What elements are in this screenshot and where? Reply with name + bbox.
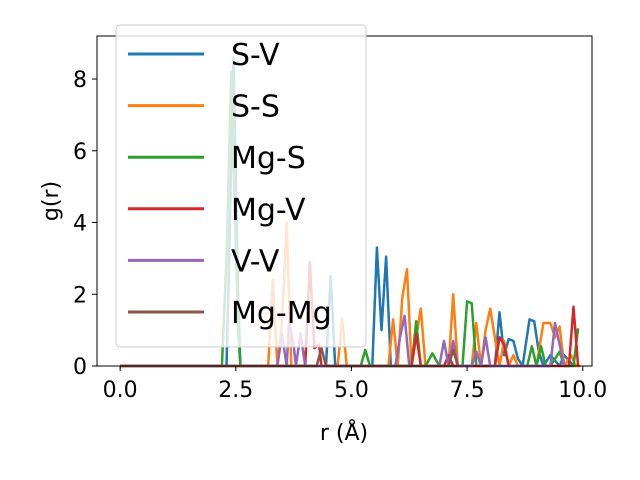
x-tick-label: 0.0 — [103, 378, 138, 403]
legend-label-s-v: S-V — [231, 38, 280, 73]
y-tick-label: 4 — [73, 212, 87, 237]
y-tick-label: 2 — [73, 283, 87, 308]
y-axis: 0 2 4 6 8 — [73, 68, 97, 380]
x-tick-label: 5.0 — [334, 378, 369, 403]
legend: S-V S-S Mg-S Mg-V V-V Mg-Mg — [115, 24, 367, 348]
y-tick-label: 0 — [73, 355, 87, 380]
x-tick-label: 7.5 — [450, 378, 485, 403]
legend-label-s-s: S-S — [231, 90, 280, 125]
x-tick-label: 2.5 — [218, 378, 253, 403]
legend-label-mg-mg: Mg-Mg — [231, 296, 332, 331]
legend-label-v-v: V-V — [231, 244, 280, 279]
y-tick-label: 6 — [73, 140, 87, 165]
y-axis-label: g(r) — [39, 181, 64, 221]
legend-label-mg-s: Mg-S — [231, 141, 306, 176]
x-tick-label: 10.0 — [558, 378, 607, 403]
x-axis: 0.0 2.5 5.0 7.5 10.0 — [103, 366, 607, 403]
legend-label-mg-v: Mg-V — [231, 193, 306, 228]
y-tick-label: 8 — [73, 68, 87, 93]
x-axis-label: r (Å) — [320, 419, 368, 446]
